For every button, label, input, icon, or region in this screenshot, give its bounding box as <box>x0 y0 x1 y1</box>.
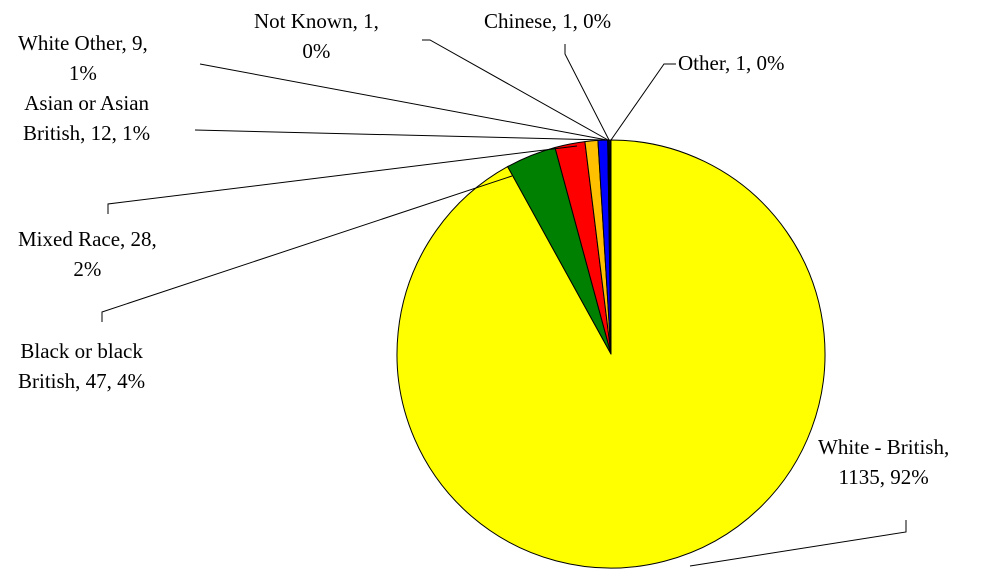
pie-slice-other <box>609 139 612 355</box>
data-label-white-other: White Other, 9, 1% <box>18 31 148 85</box>
data-label-black-or-black-british: Black or black British, 47, 4% <box>18 339 145 393</box>
leader-line-asian-or-asian-british <box>194 129 605 141</box>
data-label-mixed-race: Mixed Race, 28, 2% <box>18 227 157 281</box>
pie-slice-white-british <box>396 139 826 569</box>
data-label-line: Chinese, 1, 0% <box>484 9 611 33</box>
leader-lines <box>101 39 907 567</box>
leader-line-not-known <box>422 39 609 141</box>
data-label-line: 1% <box>69 61 97 85</box>
data-label-line: 1135, 92% <box>839 465 929 489</box>
data-label-white-british: White - British, 1135, 92% <box>818 435 949 489</box>
data-label-not-known: Not Known, 1, 0% <box>254 9 379 63</box>
data-label-line: White - British, <box>818 435 949 459</box>
leader-line-white-british <box>689 520 907 567</box>
data-labels: White - British, 1135, 92%Black or black B… <box>18 9 949 489</box>
data-label-line: Not Known, 1, <box>254 9 379 33</box>
data-label-line: British, 47, 4% <box>18 369 145 393</box>
leader-line-other <box>610 63 676 141</box>
data-label-line: Asian or Asian <box>24 91 149 115</box>
data-label-line: 2% <box>73 257 101 281</box>
data-label-line: British, 12, 1% <box>23 121 150 145</box>
data-label-line: 0% <box>302 39 330 63</box>
leader-line-mixed-race <box>107 145 578 214</box>
data-label-line: White Other, 9, <box>18 31 148 55</box>
data-label-other: Other, 1, 0% <box>678 51 784 75</box>
data-label-chinese: Chinese, 1, 0% <box>484 9 611 33</box>
data-label-asian-or-asian-british: Asian or Asian British, 12, 1% <box>23 91 150 145</box>
leader-line-chinese <box>564 44 610 141</box>
data-label-line: Mixed Race, 28, <box>18 227 157 251</box>
data-label-line: Other, 1, 0% <box>678 51 784 75</box>
data-label-line: Black or black <box>20 339 143 363</box>
leader-line-black-or-black-british <box>101 175 513 322</box>
leader-line-white-other <box>199 63 608 141</box>
pie-slices <box>396 139 826 569</box>
